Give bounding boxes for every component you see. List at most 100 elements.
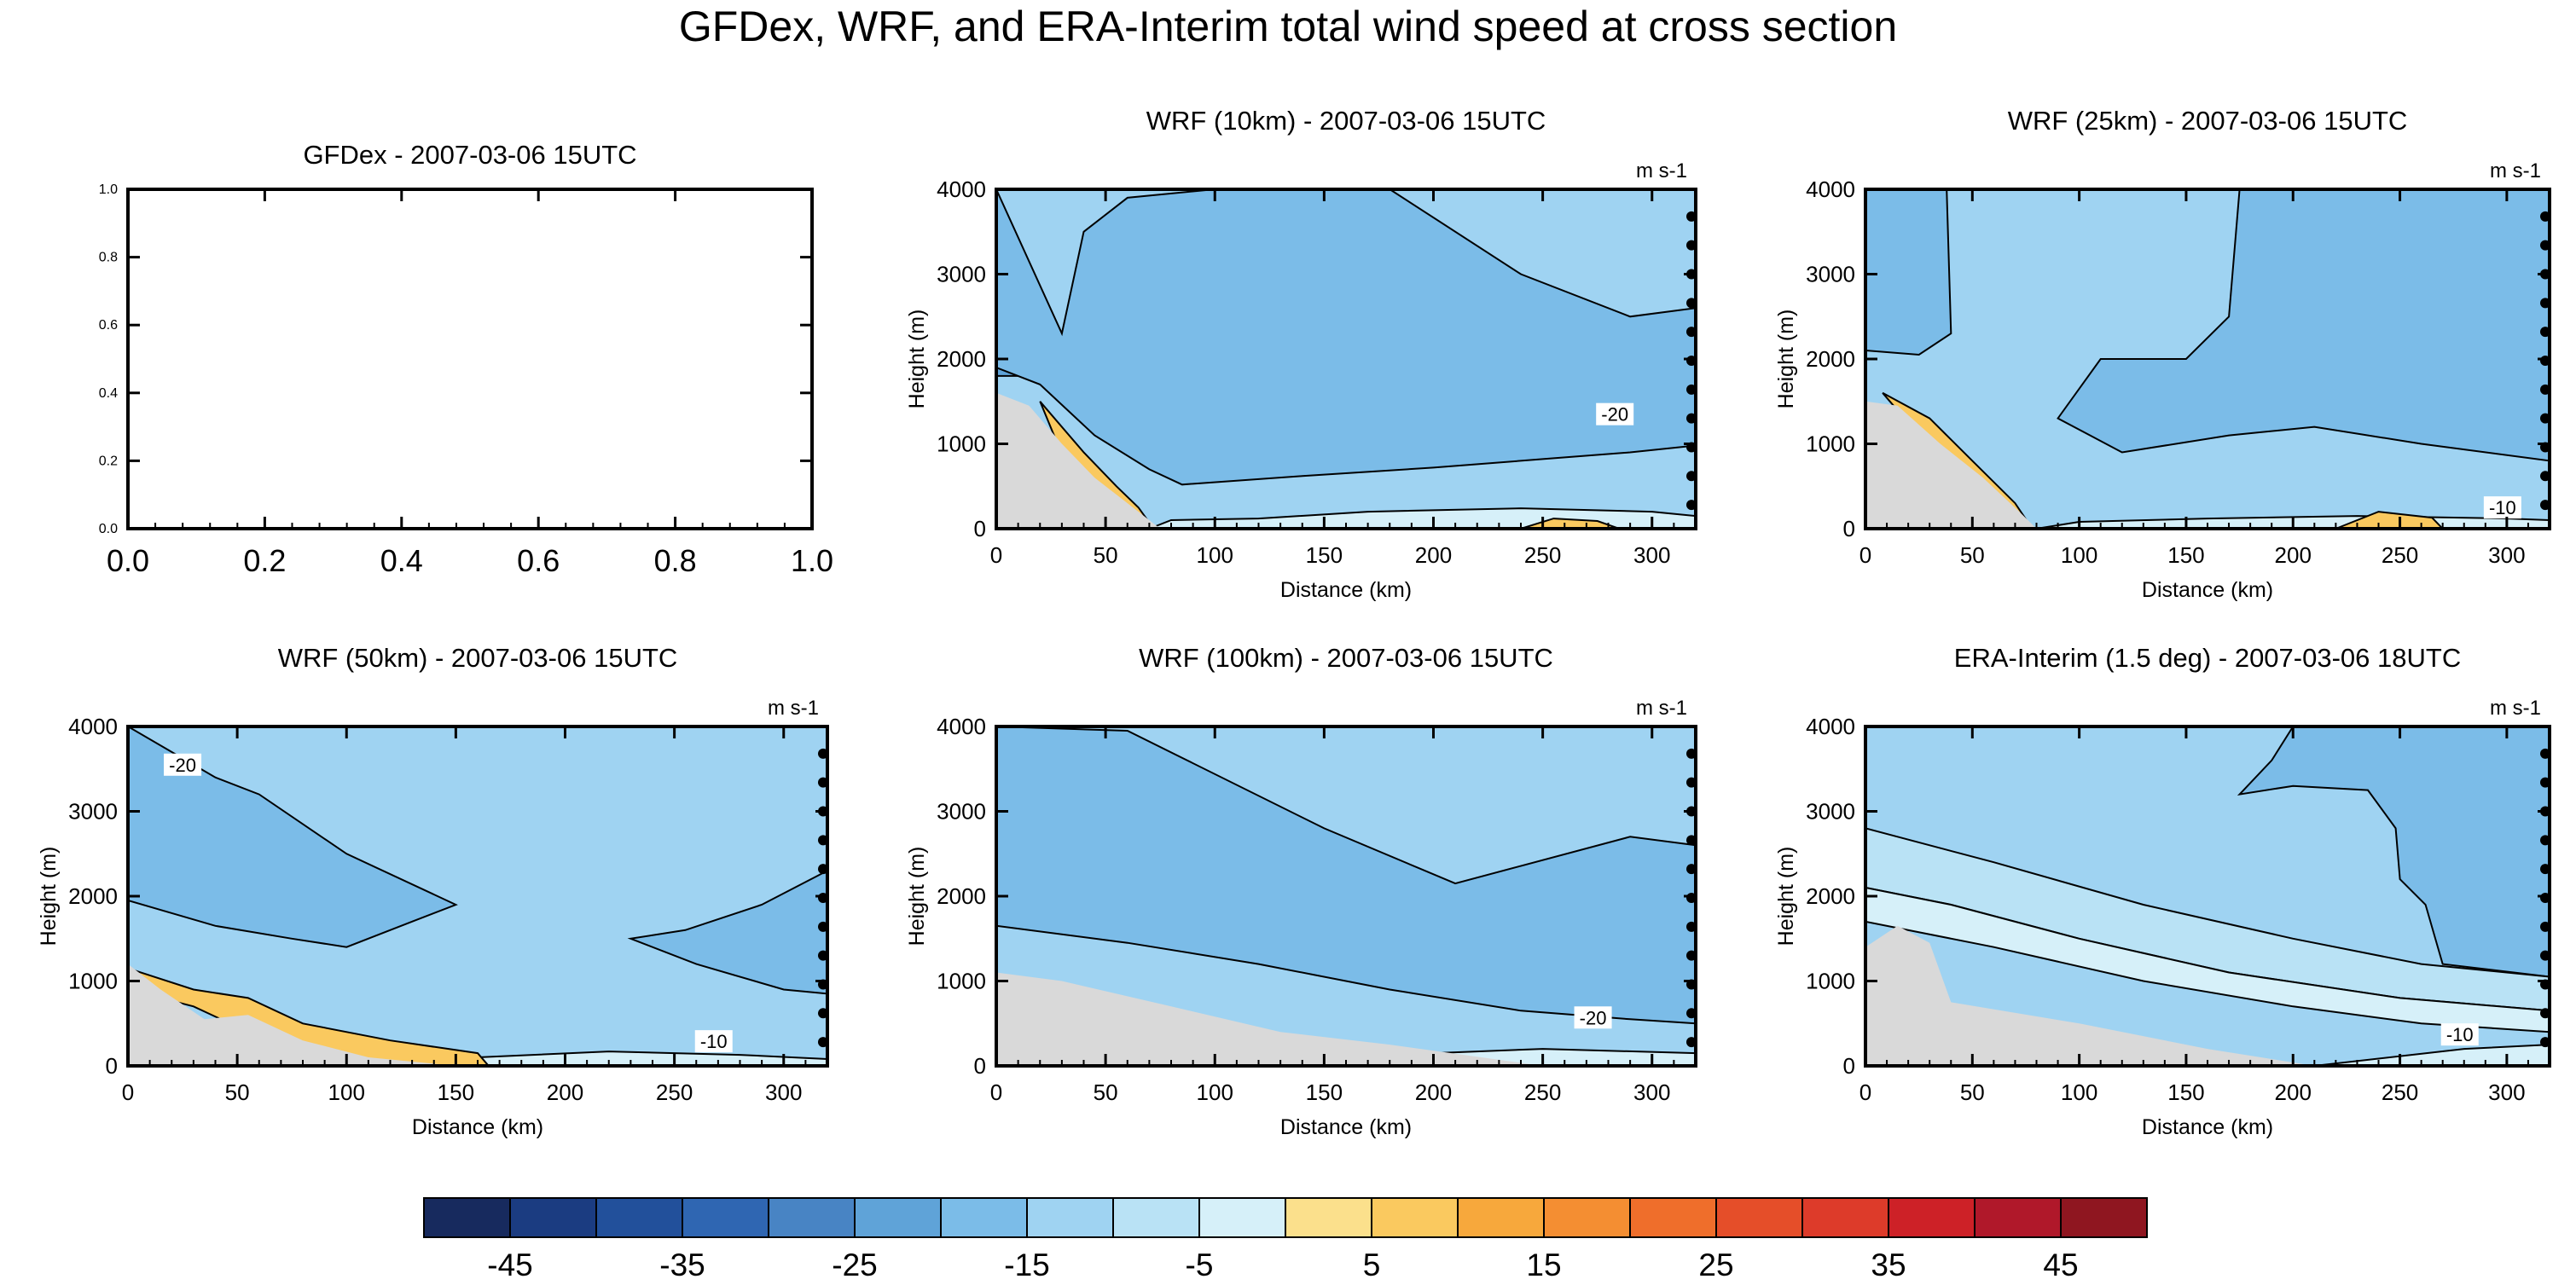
colorbar-swatch <box>1543 1197 1631 1238</box>
y-tick-label: 1000 <box>937 431 986 457</box>
contour-label-bg <box>694 1030 733 1053</box>
colorbar-swatch <box>1801 1197 1889 1238</box>
y-tick-label: 0.0 <box>99 522 118 536</box>
units-label: m s-1 <box>2490 697 2541 720</box>
x-tick-label: 200 <box>1415 1080 1452 1105</box>
y-tick-label: 4000 <box>68 714 118 739</box>
plot-area: -10 <box>1865 726 2550 1066</box>
y-tick-label: 2000 <box>937 883 986 909</box>
plot-area: -20 <box>996 189 1696 529</box>
colorbar-swatch <box>1715 1197 1803 1238</box>
x-tick-label: 50 <box>1960 542 1985 568</box>
terrain <box>128 964 456 1066</box>
panel-title: ERA-Interim (1.5 deg) - 2007-03-06 18UTC <box>1954 643 2461 673</box>
y-tick-label: 0.6 <box>99 318 118 333</box>
colorbar-swatch <box>1629 1197 1717 1238</box>
panel-1: 0.0 0.2 0.4 0.6 0.8 1.0 0.0 0.2 0.4 0.6 0.8 1.0 GFDe… <box>99 140 833 578</box>
x-tick-label: 300 <box>1633 1080 1670 1105</box>
contour-band <box>996 189 1696 486</box>
colorbar-swatch <box>1888 1197 1976 1238</box>
x-tick-label: 100 <box>2061 1080 2097 1105</box>
terrain <box>1865 401 2037 529</box>
x-tick-label: 250 <box>2382 1080 2418 1105</box>
x-tick-label: 150 <box>1306 542 1343 568</box>
colorbar-swatch <box>854 1197 942 1238</box>
colorbar-tick-label: 25 <box>1698 1247 1733 1282</box>
y-tick-label: 3000 <box>1806 799 1855 825</box>
y-tick-label: 0 <box>1843 1053 1855 1079</box>
y-axis-label: Height (m) <box>1774 310 1798 409</box>
contour-band <box>996 726 1696 1025</box>
units-label: m s-1 <box>1636 697 1687 720</box>
x-tick-label: 150 <box>2167 1080 2204 1105</box>
x-tick-label: 200 <box>1415 542 1452 568</box>
x-tick-label: 250 <box>656 1080 693 1105</box>
x-tick-label: 0 <box>990 1080 1002 1105</box>
x-tick-label: 0 <box>122 1080 134 1105</box>
x-tick-label: 100 <box>1197 1080 1233 1105</box>
x-tick-label: 250 <box>2382 542 2418 568</box>
x-tick-label: 50 <box>1094 1080 1118 1105</box>
terrain <box>996 392 1161 529</box>
y-tick-label: 3000 <box>1806 262 1855 287</box>
y-tick-label: 1.0 <box>99 182 118 197</box>
x-tick-label: 0 <box>990 542 1002 568</box>
colorbar-swatch <box>1457 1197 1545 1238</box>
y-tick-label: 1000 <box>1806 969 1855 994</box>
x-tick-label: 300 <box>1633 542 1670 568</box>
colorbar-swatch <box>1198 1197 1286 1238</box>
colorbar-swatch <box>509 1197 597 1238</box>
y-axis-label: Height (m) <box>37 847 61 946</box>
x-axis-label: Distance (km) <box>2142 578 2273 602</box>
y-axis-label: Height (m) <box>1774 847 1798 946</box>
y-tick-label: 0 <box>1843 516 1855 541</box>
panel-4: -20-100 50 100 150 200 250 3000100020003000400… <box>37 643 829 1139</box>
contour-label: -10 <box>2489 497 2516 518</box>
colorbar-tick-label: 15 <box>1526 1247 1561 1282</box>
x-tick-label: 50 <box>1960 1080 1985 1105</box>
panel-5: -200 50 100 150 200 250 30001000200030004000WR… <box>905 643 1697 1139</box>
x-tick-label: 0.0 <box>107 543 149 578</box>
x-axis-label: Distance (km) <box>412 1115 543 1139</box>
y-tick-label: 0.4 <box>99 386 118 401</box>
y-tick-label: 1000 <box>937 969 986 994</box>
x-tick-label: 0.2 <box>243 543 286 578</box>
x-tick-label: 0 <box>1859 1080 1871 1105</box>
colorbar-swatch <box>1112 1197 1200 1238</box>
x-axis-label: Distance (km) <box>2142 1115 2273 1139</box>
colorbar-tick-label: -25 <box>832 1247 877 1282</box>
panel-title: WRF (10km) - 2007-03-06 15UTC <box>1146 106 1546 136</box>
x-tick-label: 250 <box>1524 1080 1561 1105</box>
contour-label-bg <box>2483 496 2521 519</box>
y-tick-label: 2000 <box>68 883 118 909</box>
x-tick-label: 300 <box>2488 1080 2525 1105</box>
x-tick-label: 200 <box>547 1080 583 1105</box>
contour-label-bg <box>2440 1023 2479 1046</box>
contour-label-bg <box>164 753 202 776</box>
plot-area: -20 -10 <box>128 726 827 1066</box>
contour-label: -20 <box>1580 1007 1607 1028</box>
y-tick-label: 0 <box>106 1053 118 1079</box>
x-tick-label: 200 <box>2275 1080 2312 1105</box>
colorbar-tick-label: 45 <box>2043 1247 2078 1282</box>
contour-band <box>128 726 458 948</box>
x-tick-label: 0.8 <box>654 543 697 578</box>
units-label: m s-1 <box>1636 159 1687 182</box>
units-label: m s-1 <box>2490 159 2541 182</box>
plot-area: -20 <box>996 726 1696 1066</box>
y-tick-label: 2000 <box>1806 346 1855 372</box>
terrain <box>1865 925 2315 1066</box>
contour-label-bg <box>1596 402 1634 425</box>
x-tick-label: 50 <box>225 1080 250 1105</box>
colorbar-swatch <box>1285 1197 1372 1238</box>
colorbar: -45 -35 -25 -15 -5 5 15 25 35 45 <box>423 1197 2148 1282</box>
terrain <box>996 972 1543 1066</box>
y-tick-label: 0 <box>974 516 986 541</box>
colorbar-tick-label: -35 <box>659 1247 705 1282</box>
colorbar-tick-label: -45 <box>487 1247 532 1282</box>
colorbar-swatch <box>2060 1197 2148 1238</box>
y-tick-label: 3000 <box>68 799 118 825</box>
x-axis-label: Distance (km) <box>1280 578 1412 602</box>
contour-label: -10 <box>2446 1024 2474 1045</box>
